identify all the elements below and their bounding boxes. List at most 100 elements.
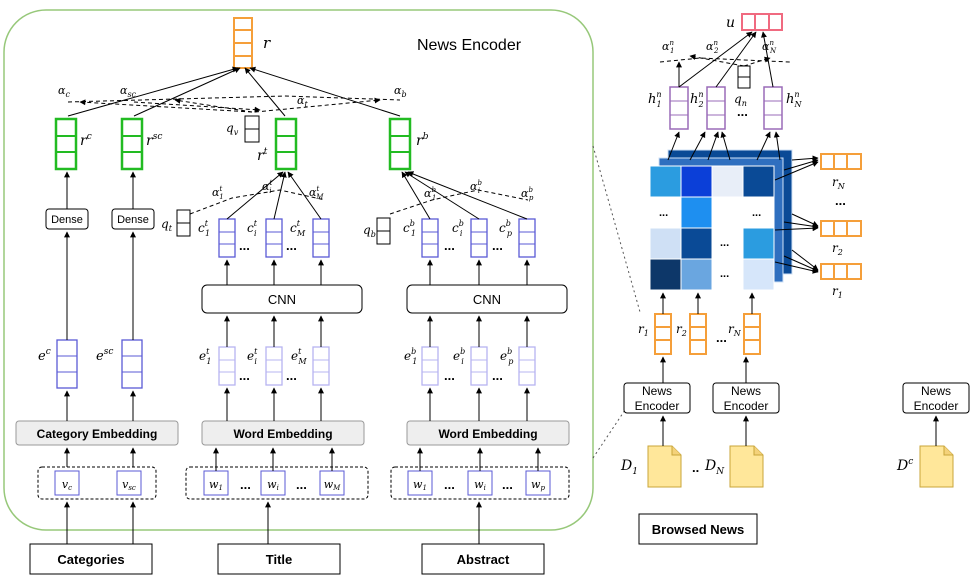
news-encoder-box-2-label: News Encoder xyxy=(724,384,769,413)
title-tokens-ellipsis-1: ... xyxy=(240,477,251,492)
alpha-b-label: αb xyxy=(394,84,407,99)
query-qv xyxy=(244,115,260,143)
browsed-news-label: Browsed News xyxy=(652,522,744,537)
rb-label: rb xyxy=(416,132,429,149)
abstract-embeddings xyxy=(421,346,536,386)
right-r1 xyxy=(820,263,862,280)
alpha-c-label: αc xyxy=(58,84,70,99)
svg-text:ebp: eb p xyxy=(500,347,513,366)
category-embedding-label: Category Embedding xyxy=(37,427,158,441)
cnn-title-box xyxy=(201,284,363,314)
svg-text:cbp: cb p xyxy=(499,219,512,238)
category-inputs-group xyxy=(37,466,157,500)
categories-label: Categories xyxy=(57,552,124,567)
word-embedding-abstract-label: Word Embedding xyxy=(438,427,537,441)
user-representation-u xyxy=(741,13,783,31)
qv-label: qv xyxy=(226,121,239,137)
u-label: u xyxy=(726,15,735,31)
document-icon-dn xyxy=(729,445,764,488)
bottom-rN xyxy=(743,313,761,355)
input-wpb: wp xyxy=(525,470,551,496)
input-wit: wi xyxy=(260,470,286,496)
svg-text:et1: et 1 xyxy=(199,347,211,366)
svg-text:αti: αt i xyxy=(262,179,272,195)
dn-ellipsis: .. xyxy=(692,460,699,475)
news-encoder-title: News Encoder xyxy=(417,37,522,54)
svg-text:...: ... xyxy=(720,268,729,280)
embedding-ec xyxy=(56,339,78,389)
dense-label-subcategory: Dense xyxy=(117,214,149,226)
svg-text:...: ... xyxy=(752,207,761,219)
input-vsc: vsc xyxy=(116,470,142,496)
rep-rt xyxy=(274,117,298,171)
svg-text:wi: wi xyxy=(267,478,279,492)
rep-rc xyxy=(54,117,78,171)
word-embedding-title-label: Word Embedding xyxy=(233,427,332,441)
svg-text:ebi: eb i xyxy=(453,347,465,366)
title-embeddings xyxy=(218,346,330,386)
svg-text:αtM: αt M xyxy=(309,185,324,201)
svg-text:αn1: αn 1 xyxy=(662,39,674,55)
input-wib: wi xyxy=(467,470,493,496)
r-label: r xyxy=(263,34,271,52)
abstract-emb-ellipsis-2: ... xyxy=(492,368,503,383)
svg-text:cb1: cb 1 xyxy=(403,219,416,238)
svg-text:αnN: αnN xyxy=(762,39,777,55)
svg-text:qt: qt xyxy=(161,217,173,233)
news-representation-r xyxy=(233,17,253,69)
bottom-r2-label: r2 xyxy=(676,322,687,338)
news-encoder-box-3 xyxy=(902,382,970,414)
word-embedding-title-box xyxy=(201,420,365,446)
hidden-h2 xyxy=(706,86,726,130)
title-ctx-ellipsis-1: ... xyxy=(239,238,250,253)
title-ctx-ellipsis-2: ... xyxy=(286,238,297,253)
svg-text:eti: et i xyxy=(247,347,258,366)
abstract-label: Abstract xyxy=(457,552,510,567)
cnn-title-label: CNN xyxy=(268,292,296,307)
svg-text:ctM: ct M xyxy=(290,219,306,238)
svg-text:...: ... xyxy=(659,207,668,219)
svg-text:cbi: cb i xyxy=(452,219,464,238)
svg-text:αbi: αb i xyxy=(470,179,482,195)
rep-rb xyxy=(388,117,412,171)
svg-text:αt1: αt 1 xyxy=(212,185,224,201)
title-emb-ellipsis-1: ... xyxy=(239,368,250,383)
esc-label: esc xyxy=(96,347,113,364)
browsed-news-box xyxy=(638,513,758,545)
news-encoder-box-1 xyxy=(623,382,691,414)
abstract-context-vectors xyxy=(421,218,536,258)
input-wMt: wM xyxy=(319,470,345,496)
dc-label: Dc xyxy=(896,457,913,474)
right-r2-label: r2 xyxy=(832,241,843,257)
right-rN xyxy=(820,153,862,170)
svg-text:vc: vc xyxy=(62,478,72,492)
hidden-hN xyxy=(763,86,783,130)
ec-label: ec xyxy=(38,347,51,364)
abstract-emb-ellipsis-1: ... xyxy=(444,368,455,383)
query-qn xyxy=(737,65,751,89)
title-tokens-ellipsis-2: ... xyxy=(296,477,307,492)
title-emb-ellipsis-2: ... xyxy=(286,368,297,383)
abstract-ctx-ellipsis-2: ... xyxy=(492,238,503,253)
query-qt xyxy=(176,209,191,237)
title-context-vectors xyxy=(218,218,330,258)
input-w1b: w1 xyxy=(407,470,433,496)
bottom-r1 xyxy=(654,313,672,355)
svg-text:ct1: ct 1 xyxy=(198,219,210,238)
svg-text:wi: wi xyxy=(474,478,486,492)
hN-label: hn N xyxy=(786,90,803,109)
svg-text:αbp: αb p xyxy=(521,186,534,202)
cnn-abstract-box xyxy=(406,284,568,314)
cnn-abstract-label: CNN xyxy=(473,292,501,307)
document-icon-d1 xyxy=(647,445,682,488)
rep-rsc xyxy=(120,117,144,171)
news-encoder-box-1-label: News Encoder xyxy=(635,384,680,413)
title-inputs-group xyxy=(185,466,369,500)
abstract-ctx-ellipsis-1: ... xyxy=(444,238,455,253)
alpha-t-label: αt xyxy=(297,94,308,109)
input-w1t: w1 xyxy=(203,470,229,496)
qn-label: qn xyxy=(734,92,747,108)
bottom-r2 xyxy=(689,313,707,355)
svg-text:αn2: αn 2 xyxy=(706,39,719,55)
